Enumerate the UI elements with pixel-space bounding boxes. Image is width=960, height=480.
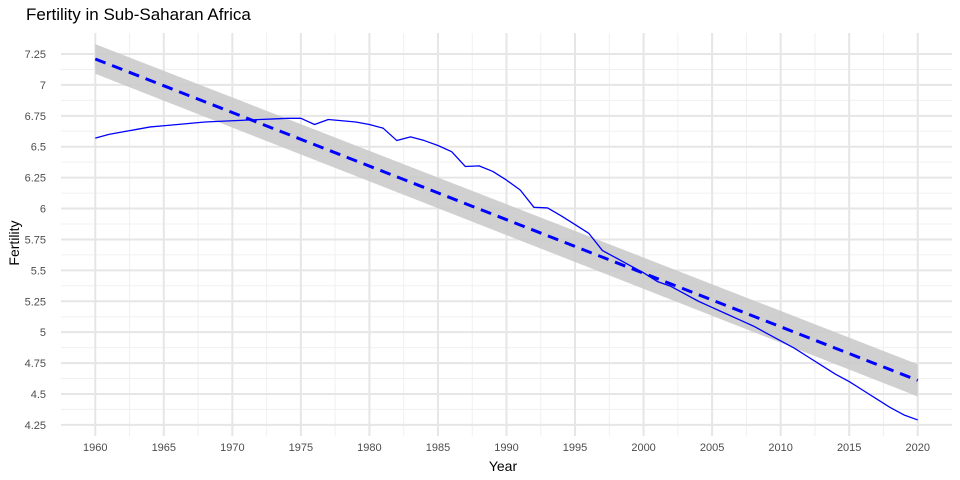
x-tick-label: 2005	[700, 442, 724, 454]
y-tick-label: 6.75	[25, 111, 46, 123]
y-tick-label: 5.5	[31, 265, 46, 277]
y-tick-label: 4.5	[31, 389, 46, 401]
y-tick-label: 7.25	[25, 49, 46, 61]
y-axis-ticks: 4.25 4.5 4.75 5 5.25 5.5 5.75 6 6.25 6.5 6.75 7 7.25	[25, 49, 46, 432]
y-tick-label: 5	[40, 327, 46, 339]
y-tick-label: 5.75	[25, 234, 46, 246]
y-tick-label: 6.25	[25, 173, 46, 185]
x-tick-label: 2020	[905, 442, 929, 454]
x-tick-label: 2000	[631, 442, 655, 454]
x-axis-title: Year	[489, 458, 518, 474]
y-tick-label: 4.75	[25, 358, 46, 370]
y-tick-label: 7	[40, 80, 46, 92]
x-tick-label: 1965	[152, 442, 176, 454]
x-axis-ticks: 1960 1965 1970 1975 1980 1985 1990 1995 2000 2005…	[83, 442, 930, 454]
linear-fit-line	[94, 57, 919, 382]
x-tick-label: 1985	[426, 442, 450, 454]
x-tick-label: 1995	[563, 442, 587, 454]
x-tick-label: 1960	[83, 442, 107, 454]
y-axis-title: Fertility	[6, 220, 22, 265]
x-tick-label: 1980	[357, 442, 381, 454]
y-tick-label: 4.25	[25, 420, 46, 432]
x-tick-label: 2010	[768, 442, 792, 454]
x-tick-label: 1975	[289, 442, 313, 454]
y-tick-label: 6	[40, 204, 46, 216]
x-tick-label: 1970	[220, 442, 244, 454]
y-tick-label: 5.25	[25, 296, 46, 308]
observed-line-layer	[95, 117, 918, 421]
y-tick-label: 6.5	[31, 142, 46, 154]
observed-fertility-line	[95, 117, 918, 421]
x-tick-label: 1990	[494, 442, 518, 454]
chart-title: Fertility in Sub-Saharan Africa	[26, 5, 251, 24]
fit-line-layer	[94, 57, 919, 382]
x-tick-label: 2015	[837, 442, 861, 454]
